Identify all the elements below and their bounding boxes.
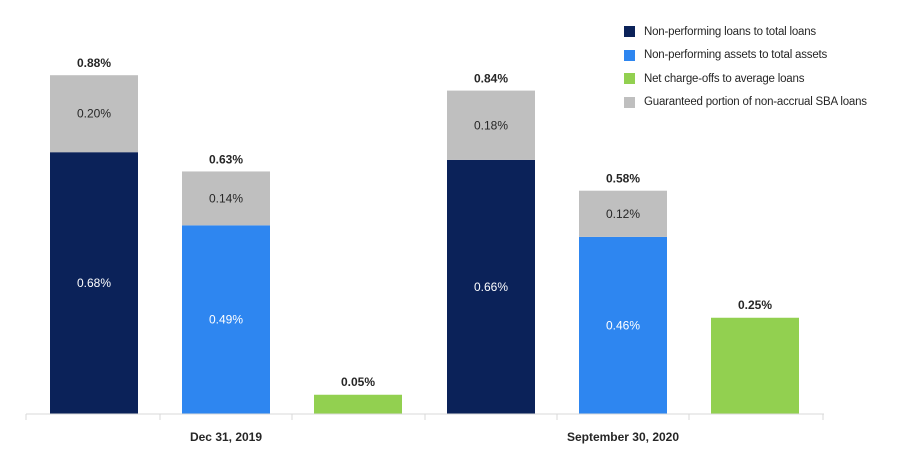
legend-item-npa: Non-performing assets to total assets [624,44,867,68]
data-label-guaranteed: 0.14% [209,191,243,205]
data-label-guaranteed: 0.20% [77,107,111,121]
bar-segment [711,317,799,414]
legend-label: Net charge-offs to average loans [644,72,805,85]
bar-segment [447,159,535,414]
legend-label: Non-performing loans to total loans [644,25,816,38]
bars-group [50,75,799,414]
legend-swatch [624,26,635,38]
data-label-total: 0.58% [606,172,640,186]
category-label-1: September 30, 2020 [567,430,679,444]
bar-segment [182,225,270,414]
legend-swatch [624,73,635,85]
x-axis-ticks [25,414,824,420]
data-label-base: 0.68% [77,276,111,290]
data-label-total: 0.63% [209,152,243,166]
bar-segment-guaranteed [50,75,138,153]
legend-item-npl: Non-performing loans to total loans [624,20,867,44]
bar-segment [314,394,402,414]
bar-segment-guaranteed [579,190,667,237]
data-label-guaranteed: 0.12% [606,207,640,221]
data-label-guaranteed: 0.18% [474,118,508,132]
labels-group: 0.20% 0.68% 0.88% 0.14% 0.49% 0.63% 0.05% 0.18%… [77,56,772,389]
data-label-base: 0.49% [209,313,243,327]
bar-segment [579,236,667,414]
chart-legend: Non-performing loans to total loans Non-… [624,20,867,114]
bar-segment-guaranteed [182,171,270,226]
data-label-base: 0.46% [606,318,640,332]
category-label-0: Dec 31, 2019 [190,430,262,444]
bar-segment [50,152,138,414]
legend-item-nco: Net charge-offs to average loans [624,67,867,91]
legend-label: Non-performing assets to total assets [644,49,828,62]
data-label-total: 0.84% [474,72,508,86]
legend-swatch [624,49,635,61]
bar-segment-guaranteed [447,90,535,160]
data-label-total: 0.88% [77,56,111,70]
data-label-total: 0.05% [341,375,375,389]
data-label-base: 0.66% [474,280,508,294]
legend-swatch [624,96,635,108]
data-label-total: 0.25% [738,298,772,312]
legend-label: Guaranteed portion of non-accrual SBA lo… [644,96,867,109]
legend-item-guaranteed: Guaranteed portion of non-accrual SBA lo… [624,91,867,115]
